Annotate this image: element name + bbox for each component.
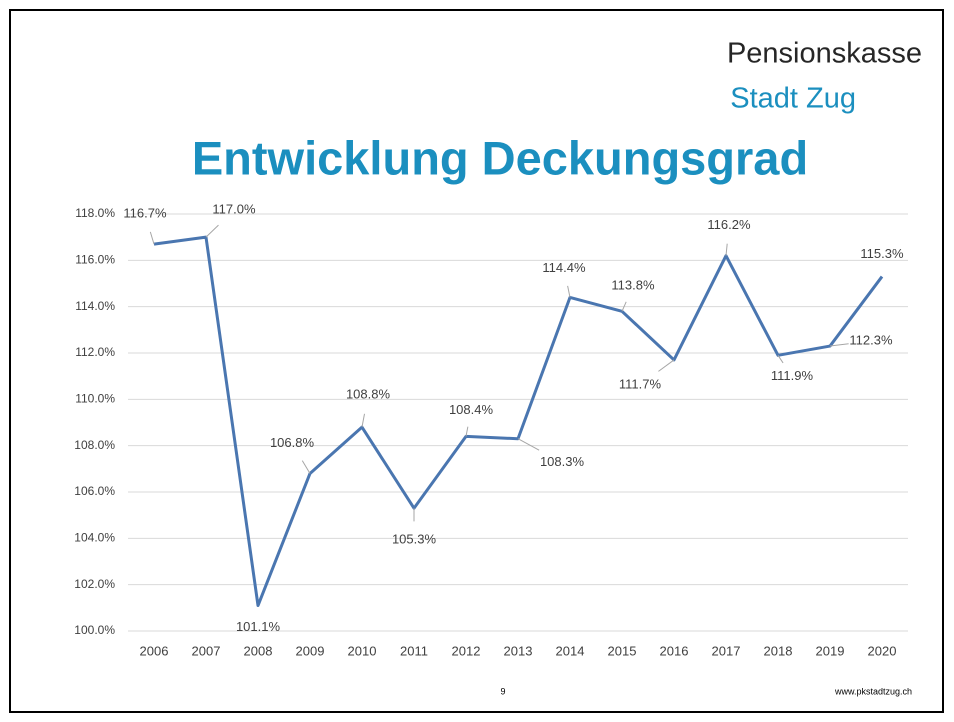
leader-line (301, 460, 311, 474)
y-tick-label: 102.0% (74, 577, 115, 591)
x-tick-label: 2014 (556, 643, 585, 658)
brand-line2: Stadt Zug (730, 83, 856, 115)
y-tick-label: 116.0% (75, 253, 115, 267)
y-tick-label: 114.0% (75, 299, 115, 313)
data-label: 116.7% (123, 206, 167, 221)
x-tick-label: 2006 (140, 643, 169, 658)
x-tick-label: 2013 (504, 643, 533, 658)
x-tick-label: 2010 (348, 643, 377, 658)
x-tick-label: 2011 (400, 643, 428, 658)
leader-line (777, 355, 784, 364)
data-label: 115.3% (860, 246, 904, 261)
data-label: 113.8% (611, 278, 655, 293)
y-tick-label: 112.0% (75, 345, 115, 359)
x-tick-label: 2008 (244, 643, 273, 658)
x-tick-label: 2015 (608, 643, 637, 658)
x-tick-label: 2007 (192, 643, 221, 658)
data-label: 112.3% (849, 332, 893, 347)
data-label: 106.8% (270, 435, 315, 450)
x-tick-label: 2017 (712, 643, 741, 658)
leader-line (149, 231, 155, 245)
data-label: 108.4% (449, 402, 494, 417)
leader-line (205, 224, 219, 238)
data-label: 108.8% (346, 387, 391, 402)
x-tick-label: 2009 (296, 643, 325, 658)
y-tick-label: 110.0% (75, 392, 115, 406)
data-label: 101.1% (236, 619, 281, 634)
x-tick-label: 2018 (764, 643, 793, 658)
leader-line (361, 413, 365, 428)
page-number: 9 (500, 686, 505, 696)
leader-line (567, 285, 571, 298)
x-tick-label: 2020 (868, 643, 897, 658)
data-label: 105.3% (392, 532, 437, 547)
leader-line (725, 243, 728, 256)
slide-frame (9, 9, 944, 713)
x-tick-label: 2012 (452, 643, 481, 658)
data-label: 108.3% (540, 454, 585, 469)
y-tick-label: 118.0% (75, 206, 115, 220)
brand-line1: Pensionskasse (727, 38, 922, 70)
leader-line (658, 359, 675, 372)
leader-line (465, 426, 469, 437)
data-label: 117.0% (212, 202, 256, 217)
leader-line (829, 343, 849, 347)
y-tick-label: 104.0% (74, 531, 115, 545)
leader-line (621, 301, 627, 312)
chart-title: Entwicklung Deckungsgrad (192, 131, 808, 184)
y-tick-label: 108.0% (74, 438, 115, 452)
data-label: 111.7% (619, 376, 662, 391)
data-label: 111.9% (771, 368, 814, 383)
x-tick-label: 2019 (816, 643, 845, 658)
y-tick-label: 106.0% (74, 484, 115, 498)
footer-url: www.pkstadtzug.ch (834, 686, 912, 696)
data-label: 114.4% (542, 260, 586, 275)
leader-line (517, 438, 540, 451)
data-label: 116.2% (707, 217, 751, 232)
x-tick-label: 2016 (660, 643, 689, 658)
y-tick-label: 100.0% (74, 623, 115, 637)
